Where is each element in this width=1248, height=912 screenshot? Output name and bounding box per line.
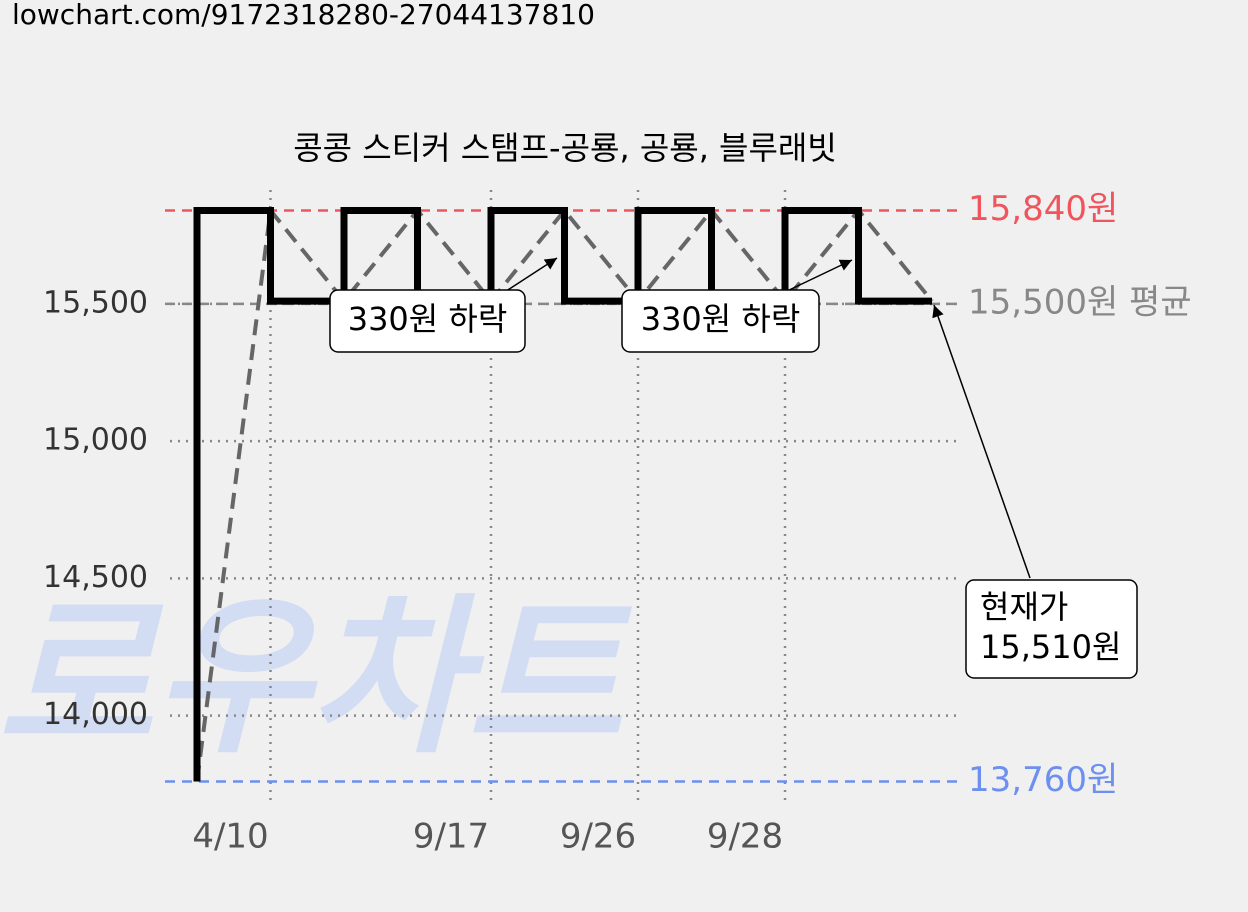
x-tick-label: 9/17 [413,817,489,857]
annotation-text: 현재가 [980,588,1068,626]
annotation-arrow [932,304,1031,579]
y-tick-label: 14,000 [43,697,148,732]
reference-label: 13,760원 [968,760,1118,800]
reference-label: 15,500원 평균 [968,282,1192,322]
average-line [195,205,934,782]
annotation-box [965,579,1138,679]
y-tick-label: 15,500 [43,285,148,320]
x-tick-label: 4/10 [192,817,268,857]
url: lowchart.com/9172318280-27044137810 [12,0,595,31]
watermark: 로우차트 [0,579,632,777]
annotation-text: 330원 하락 [348,300,508,338]
annotation-arrow [784,259,853,293]
chart-title: 콩콩 스티커 스탬프-공룡, 공룡, 블루래빗 [293,129,837,167]
y-tick-label: 15,000 [43,423,148,458]
annotation-box [621,289,820,353]
reference-label: 15,840원 [968,189,1118,229]
annotation-text: 15,510원 [980,628,1121,666]
x-tick-label: 9/26 [560,817,636,857]
annotation-box [329,289,526,353]
y-tick-label: 14,500 [43,560,148,595]
annotation-text: 330원 하락 [641,300,801,338]
x-tick-label: 9/28 [707,817,783,857]
price-line [193,206,932,782]
